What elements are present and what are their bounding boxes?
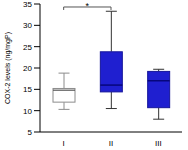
svg-text:II: II <box>109 139 113 148</box>
svg-text:5: 5 <box>28 128 33 137</box>
svg-text:25: 25 <box>23 43 32 52</box>
svg-text:30: 30 <box>23 21 32 30</box>
svg-text:35: 35 <box>23 0 32 9</box>
svg-text:COX-2 levels (ng/mgP): COX-2 levels (ng/mgP) <box>8 32 12 104</box>
svg-text:*: * <box>86 1 90 11</box>
svg-text:10: 10 <box>23 107 32 116</box>
svg-text:20: 20 <box>23 64 32 73</box>
svg-text:III: III <box>155 139 162 148</box>
svg-text:I: I <box>63 139 65 148</box>
svg-text:15: 15 <box>23 85 32 94</box>
